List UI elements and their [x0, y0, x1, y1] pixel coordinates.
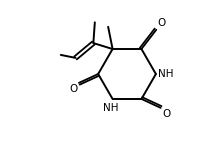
- Text: O: O: [162, 109, 170, 119]
- Text: O: O: [158, 18, 166, 28]
- Text: NH: NH: [103, 103, 119, 113]
- Text: NH: NH: [158, 69, 174, 79]
- Text: O: O: [69, 84, 77, 94]
